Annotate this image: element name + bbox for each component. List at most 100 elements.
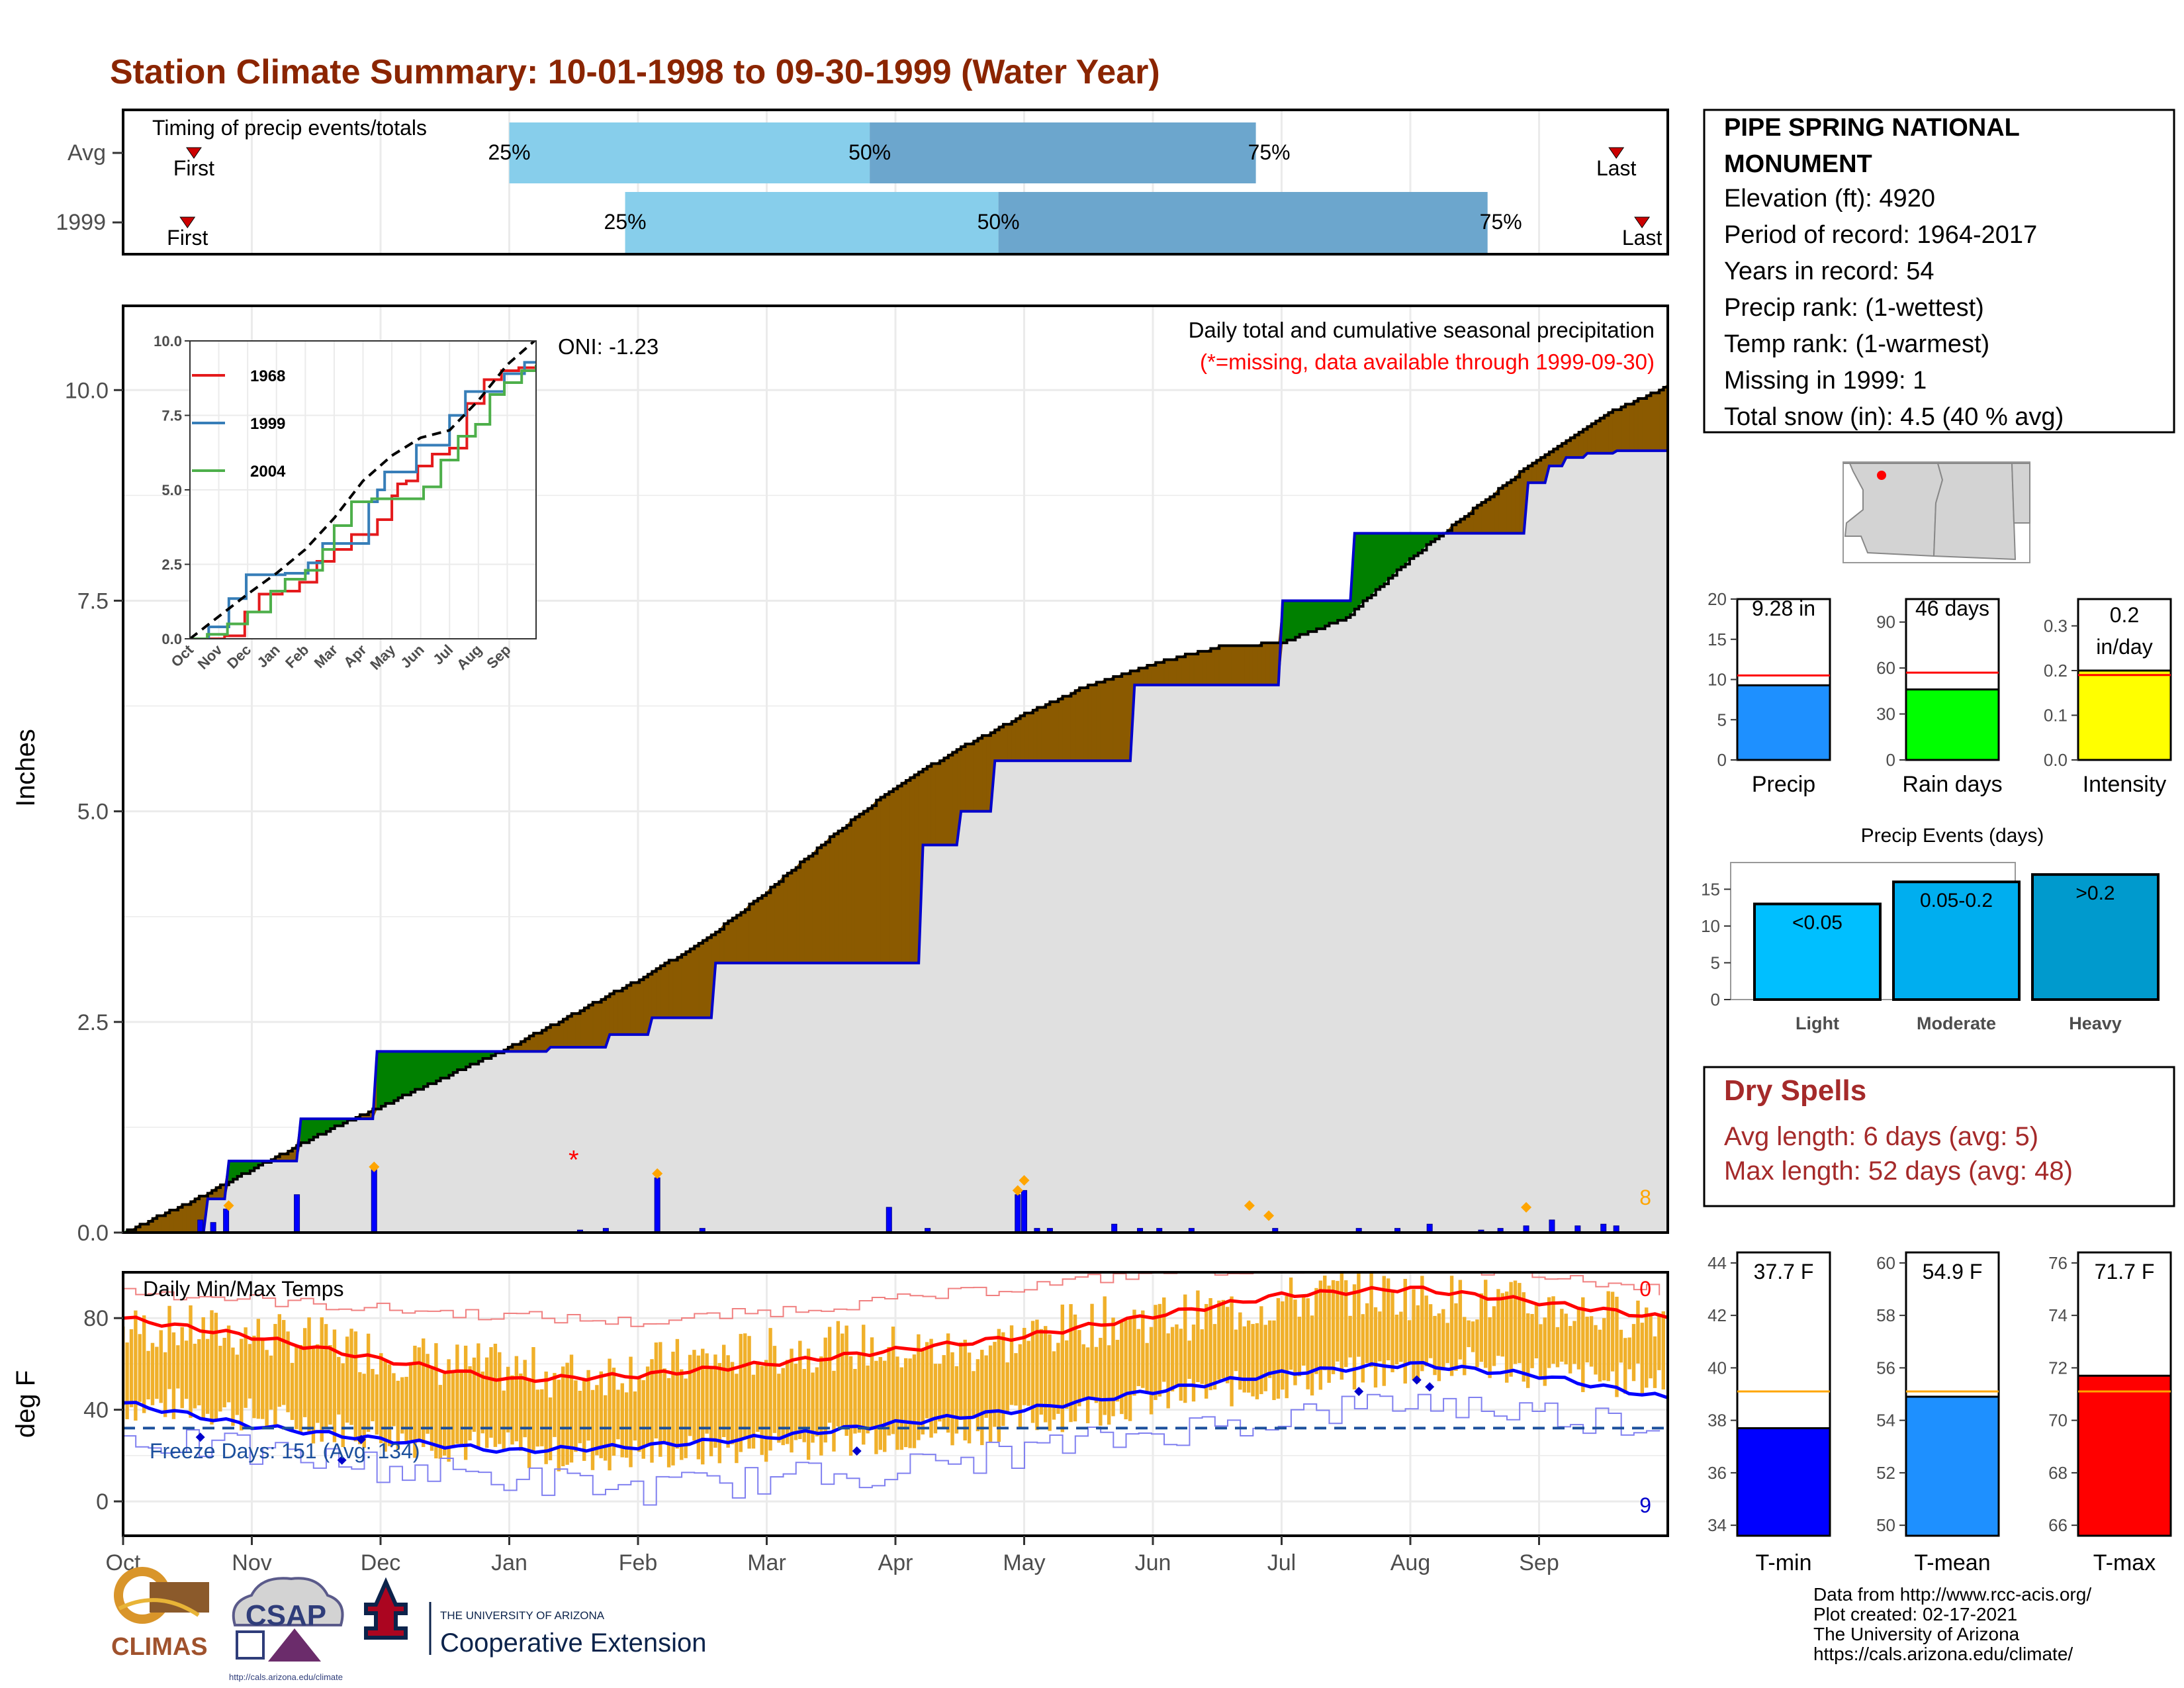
precip-y-axis-label: Inches bbox=[11, 729, 40, 807]
daily-temp-range-bar bbox=[756, 1361, 760, 1432]
record-tmax-line bbox=[123, 1272, 1661, 1327]
daily-precip-bar bbox=[371, 1169, 377, 1233]
station-name-line1: PIPE SPRING NATIONAL bbox=[1724, 114, 2020, 142]
daily-temp-range-bar bbox=[146, 1350, 150, 1400]
daily-temp-range-bar bbox=[963, 1339, 967, 1441]
daily-temp-range-bar bbox=[954, 1366, 959, 1434]
inset-series-line bbox=[190, 341, 536, 639]
daily-temp-range-bar bbox=[1267, 1320, 1272, 1378]
daily-temp-range-bar bbox=[1149, 1327, 1154, 1415]
daily-temp-range-bar bbox=[1378, 1311, 1382, 1362]
raindays-value-label: 46 days bbox=[1915, 596, 1989, 620]
daily-temp-range-bar bbox=[261, 1339, 265, 1419]
deficit-fill bbox=[863, 808, 868, 964]
deficit-fill bbox=[1629, 400, 1635, 451]
deficit-fill bbox=[190, 1198, 196, 1233]
daily-temp-range-bar bbox=[1238, 1312, 1242, 1390]
inset-y-tick-label: 10.0 bbox=[154, 333, 182, 350]
deficit-fill bbox=[1176, 656, 1182, 686]
daily-temp-range-bar bbox=[637, 1378, 641, 1452]
surplus-fill bbox=[1400, 533, 1406, 568]
daily-temp-range-bar bbox=[514, 1356, 519, 1442]
daily-temp-range-bar bbox=[167, 1305, 171, 1389]
daily-temp-range-bar bbox=[273, 1324, 277, 1428]
ua-small-text: THE UNIVERSITY OF ARIZONA bbox=[440, 1609, 605, 1622]
events-bar bbox=[1892, 880, 2021, 1001]
surplus-fill bbox=[1388, 533, 1393, 579]
events-category-label: Heavy bbox=[2069, 1013, 2122, 1033]
daily-temp-range-bar bbox=[1014, 1353, 1018, 1406]
daily-temp-range-bar bbox=[1323, 1275, 1327, 1370]
first-event-label: First bbox=[167, 226, 208, 250]
daily-temp-range-bar bbox=[1445, 1323, 1449, 1364]
deficit-fill bbox=[630, 982, 636, 1035]
daily-temp-range-bar bbox=[345, 1336, 349, 1423]
daily-temp-range-bar bbox=[917, 1334, 921, 1440]
inset-y-tick-label: 0.0 bbox=[161, 631, 182, 647]
surplus-fill bbox=[457, 1051, 462, 1070]
intensity-y-tick-label: 0.0 bbox=[2044, 750, 2068, 770]
daily-temp-range-bar bbox=[1602, 1318, 1606, 1381]
daily-temp-range-bar bbox=[671, 1351, 675, 1466]
daily-temp-range-bar bbox=[760, 1366, 764, 1455]
last-event-label: Last bbox=[1622, 226, 1662, 250]
deficit-fill bbox=[884, 791, 889, 964]
deficit-fill bbox=[1659, 387, 1664, 451]
events-bar-label: <0.05 bbox=[1792, 912, 1843, 934]
deficit-fill bbox=[838, 827, 843, 964]
tmin-value-bar bbox=[1736, 1427, 1831, 1537]
deficit-fill bbox=[783, 872, 788, 964]
cumulative-1999-line bbox=[123, 449, 1668, 1233]
daily-temp-range-bar bbox=[1661, 1311, 1666, 1390]
daily-temp-range-bar bbox=[1293, 1299, 1297, 1385]
surplus-fill bbox=[1287, 600, 1292, 641]
daily-temp-range-bar bbox=[1077, 1330, 1081, 1407]
inset-legend-label: 1968 bbox=[250, 367, 285, 385]
daily-temp-range-bar bbox=[946, 1333, 950, 1433]
daily-temp-range-bar bbox=[798, 1340, 802, 1440]
deficit-fill bbox=[981, 735, 987, 812]
daily-temp-range-bar bbox=[1246, 1320, 1251, 1393]
deficit-fill bbox=[969, 740, 974, 812]
record-marker bbox=[1263, 1210, 1275, 1221]
university-of-arizona-logo: THE UNIVERSITY OF ARIZONA Cooperative Ex… bbox=[364, 1577, 706, 1658]
month-label: Apr bbox=[878, 1550, 913, 1575]
deficit-fill bbox=[656, 965, 661, 1018]
deficit-fill bbox=[1214, 645, 1220, 686]
daily-temp-range-bar bbox=[1221, 1299, 1225, 1379]
daily-temp-range-bar bbox=[662, 1368, 666, 1442]
raindays-y-tick-label: 60 bbox=[1876, 658, 1895, 678]
month-label: Jun bbox=[1135, 1550, 1171, 1575]
daily-temp-range-bar bbox=[341, 1363, 345, 1448]
daily-temp-range-bar bbox=[1412, 1289, 1416, 1381]
daily-temp-range-bar bbox=[1576, 1309, 1581, 1370]
daily-temp-range-bar bbox=[1056, 1342, 1060, 1414]
daily-precip-bar bbox=[210, 1222, 216, 1233]
daily-temp-range-bar bbox=[1285, 1295, 1289, 1399]
daily-temp-range-bar bbox=[1208, 1298, 1212, 1391]
daily-temp-range-bar bbox=[1128, 1316, 1132, 1421]
inset-series-line bbox=[190, 365, 536, 639]
daily-temp-range-bar bbox=[1170, 1327, 1175, 1391]
deficit-fill bbox=[1206, 647, 1211, 686]
daily-temp-range-bar bbox=[1302, 1296, 1306, 1366]
tmin-y-tick-label: 36 bbox=[1707, 1463, 1727, 1483]
last-event-label: Last bbox=[1596, 156, 1637, 180]
daily-temp-range-bar bbox=[586, 1370, 590, 1441]
raindays-y-tick-label: 30 bbox=[1876, 704, 1895, 724]
daily-temp-range-bar bbox=[197, 1339, 201, 1405]
daily-temp-range-bar bbox=[1281, 1301, 1285, 1390]
daily-temp-range-bar bbox=[950, 1352, 954, 1446]
daily-temp-range-bar bbox=[599, 1371, 603, 1458]
daily-temp-range-bar bbox=[980, 1350, 984, 1446]
deficit-fill bbox=[668, 960, 674, 1018]
deficit-fill bbox=[939, 757, 944, 845]
deficit-fill bbox=[973, 737, 979, 812]
record-marker bbox=[652, 1168, 663, 1179]
daily-temp-range-bar bbox=[1636, 1300, 1640, 1364]
deficit-fill bbox=[1248, 645, 1253, 686]
daily-temp-range-bar bbox=[1081, 1344, 1085, 1398]
events-y-tick-label: 10 bbox=[1701, 916, 1720, 936]
intensity-y-tick-label: 0.3 bbox=[2044, 616, 2068, 636]
daily-temp-range-bar bbox=[1318, 1280, 1323, 1390]
